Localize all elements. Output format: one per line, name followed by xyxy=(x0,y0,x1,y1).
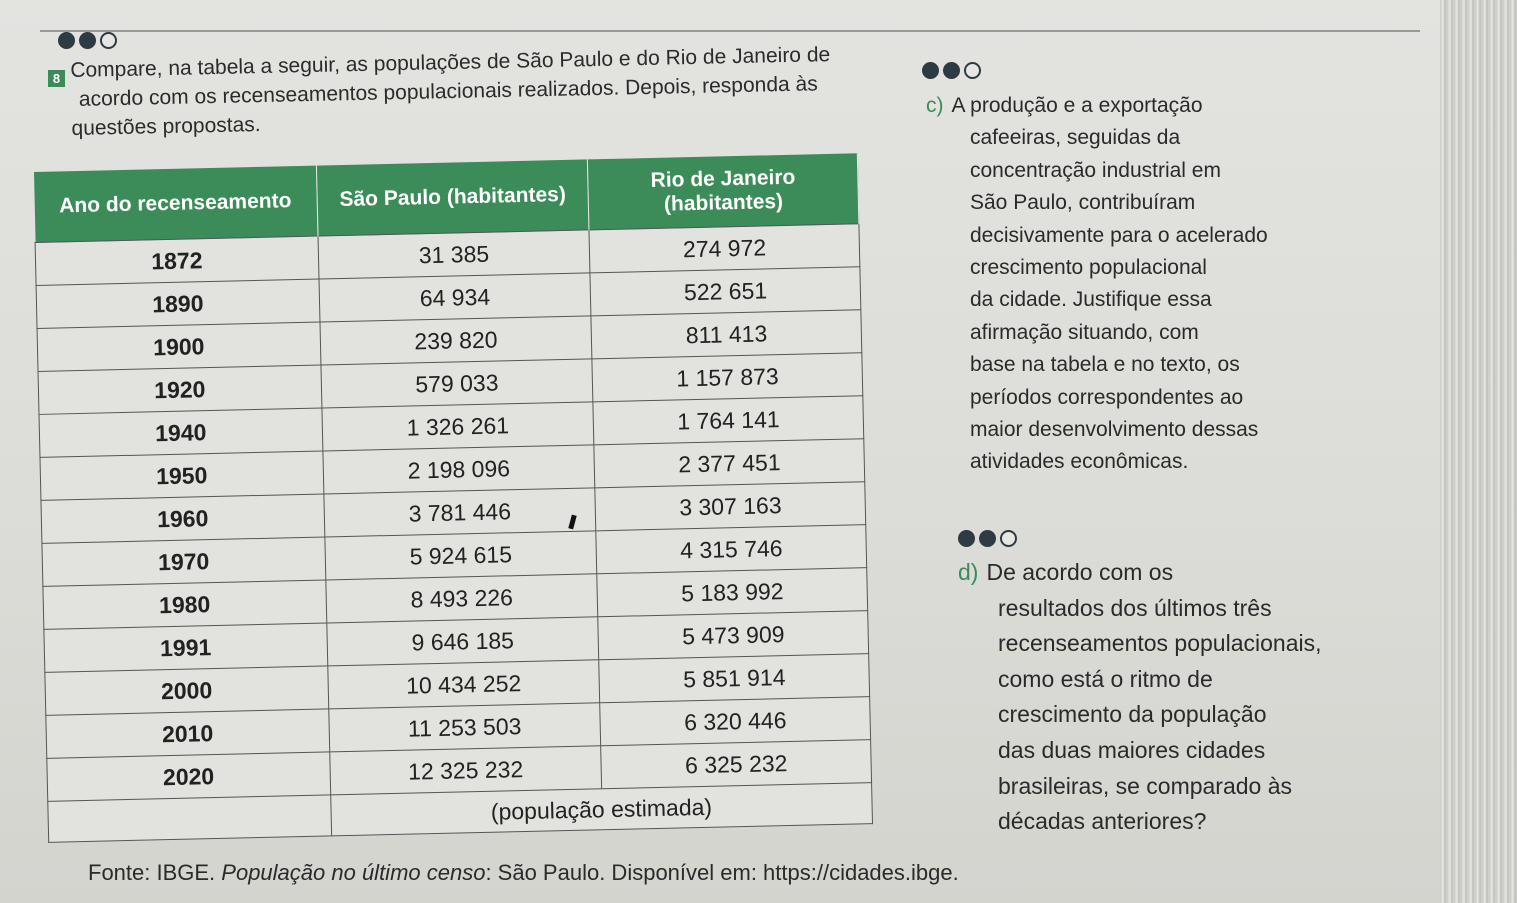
cell-rio-de-janeiro: 6 325 232 xyxy=(600,739,872,789)
cell-sao-paulo: 64 934 xyxy=(318,272,592,323)
header-sao-paulo: São Paulo (habitantes) xyxy=(316,159,590,237)
cell-sao-paulo: 12 325 232 xyxy=(329,745,602,795)
question-c-line: atividades econômicas. xyxy=(970,450,1189,474)
question-c-line: São Paulo, contribuíram xyxy=(970,191,1196,215)
question-d-line: recenseamentos populacionais, xyxy=(998,630,1322,657)
header-year: Ano do recenseamento xyxy=(33,165,318,243)
question-d-line: brasileiras, se comparado às xyxy=(998,772,1293,799)
source-title: População no último censo xyxy=(221,860,486,885)
cell-rio-de-janeiro: 6 320 446 xyxy=(599,696,871,746)
cell-rio-de-janeiro: 2 377 451 xyxy=(594,438,865,488)
cell-year: 1950 xyxy=(39,451,324,501)
note-empty xyxy=(47,794,332,843)
question-number: 8 xyxy=(48,70,65,87)
page-edges xyxy=(1440,0,1517,903)
question-d-line: das duas maiores cidades xyxy=(998,736,1266,763)
cell-year: 1872 xyxy=(35,236,319,286)
question-c-line: base na tabela e no texto, os xyxy=(970,353,1240,377)
population-table: Ano do recenseamento São Paulo (habitant… xyxy=(33,153,873,843)
cell-rio-de-janeiro: 274 972 xyxy=(589,223,860,273)
question-d-line: crescimento da população xyxy=(998,701,1267,728)
cell-rio-de-janeiro: 4 315 746 xyxy=(596,524,867,574)
top-rule xyxy=(40,30,1420,32)
difficulty-dots-icon xyxy=(922,62,981,79)
question-c-line: concentração industrial em xyxy=(970,158,1221,182)
cell-year: 2020 xyxy=(46,751,331,802)
cell-sao-paulo: 9 646 185 xyxy=(326,616,600,666)
question-c-line: afirmação situando, com xyxy=(970,320,1199,344)
textbook-page: 8 Compare, na tabela a seguir, as popula… xyxy=(0,0,1440,903)
question-c-line: decisivamente para o acelerado xyxy=(970,223,1268,247)
cell-sao-paulo: 1 326 261 xyxy=(321,401,595,452)
cell-rio-de-janeiro: 1 764 141 xyxy=(593,395,864,445)
cell-sao-paulo: 10 434 252 xyxy=(327,659,600,709)
question-c-line: períodos correspondentes ao xyxy=(970,385,1244,409)
cell-rio-de-janeiro: 811 413 xyxy=(591,309,862,359)
question-c-line: da cidade. Justifique essa xyxy=(970,288,1212,312)
header-rio-de-janeiro: Rio de Janeiro (habitantes) xyxy=(587,153,859,230)
source-prefix: Fonte: IBGE. xyxy=(88,860,222,885)
cell-sao-paulo: 2 198 096 xyxy=(322,444,596,494)
question-c-line: maior desenvolvimento dessas xyxy=(970,418,1259,442)
source-suffix: : São Paulo. Disponível em: https://cida… xyxy=(485,860,959,885)
cell-sao-paulo: 31 385 xyxy=(317,229,591,280)
question-c-label: c) xyxy=(926,94,944,117)
question-intro: Compare, na tabela a seguir, as populaçõ… xyxy=(70,39,892,143)
question-c-line: cafeeiras, seguidas da xyxy=(970,126,1181,150)
cell-sao-paulo: 8 493 226 xyxy=(325,573,599,623)
question-c-line: crescimento populacional xyxy=(970,256,1207,280)
cell-rio-de-janeiro: 3 307 163 xyxy=(595,481,866,531)
question-d-line: décadas anteriores? xyxy=(998,808,1207,835)
cell-year: 1920 xyxy=(38,365,322,415)
cell-rio-de-janeiro: 5 851 914 xyxy=(599,653,870,703)
cell-year: 1980 xyxy=(42,579,327,630)
cell-year: 2000 xyxy=(44,665,329,716)
question-d-line: De acordo com os xyxy=(986,559,1174,585)
cell-sao-paulo: 11 253 503 xyxy=(328,702,601,752)
difficulty-dots-icon xyxy=(58,32,117,49)
cell-sao-paulo: 5 924 615 xyxy=(324,530,598,580)
question-d: d) De acordo com os resultados dos último… xyxy=(958,555,1338,840)
cell-rio-de-janeiro: 5 473 909 xyxy=(598,610,869,660)
question-d-line: resultados dos últimos três xyxy=(998,594,1272,621)
cell-rio-de-janeiro: 522 651 xyxy=(590,266,861,316)
cell-year: 1991 xyxy=(43,622,328,673)
cell-year: 1890 xyxy=(36,279,320,329)
cell-rio-de-janeiro: 5 183 992 xyxy=(597,567,868,617)
cell-sao-paulo: 3 781 446 xyxy=(323,487,597,537)
difficulty-dots-icon xyxy=(958,530,1017,547)
cell-year: 1900 xyxy=(37,322,321,372)
question-d-label: d) xyxy=(958,559,979,585)
table-source: Fonte: IBGE. População no último censo: … xyxy=(88,860,959,886)
cell-year: 1970 xyxy=(41,536,326,587)
question-d-line: como está o ritmo de xyxy=(998,665,1213,692)
question-c-line: A produção e a exportação xyxy=(951,94,1203,117)
cell-year: 1960 xyxy=(40,493,325,544)
question-c: c) A produção e a exportação cafeeiras, s… xyxy=(926,90,1306,479)
cell-rio-de-janeiro: 1 157 873 xyxy=(592,352,863,402)
cell-year: 2010 xyxy=(45,708,330,759)
cell-year: 1940 xyxy=(39,408,323,458)
cell-sao-paulo: 579 033 xyxy=(320,358,594,409)
cell-sao-paulo: 239 820 xyxy=(319,315,593,366)
